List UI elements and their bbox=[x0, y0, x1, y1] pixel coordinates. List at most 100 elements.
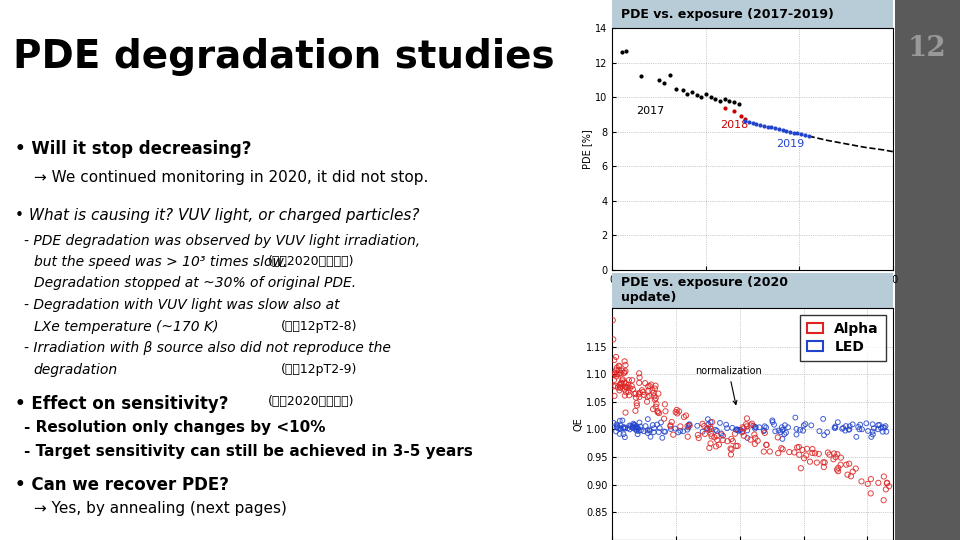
Point bbox=[611, 383, 626, 392]
Point bbox=[632, 418, 647, 427]
Point bbox=[782, 127, 798, 136]
Point bbox=[708, 94, 723, 103]
Point bbox=[658, 407, 673, 416]
Point bbox=[636, 427, 651, 435]
Point bbox=[839, 461, 854, 469]
Point bbox=[746, 421, 761, 430]
Point bbox=[680, 433, 695, 441]
Point bbox=[625, 424, 640, 433]
Point bbox=[707, 433, 722, 442]
Point bbox=[789, 430, 804, 439]
Point bbox=[797, 454, 812, 463]
Point bbox=[612, 381, 627, 389]
Text: PDE vs. exposure (2020
update): PDE vs. exposure (2020 update) bbox=[621, 276, 788, 304]
Point bbox=[617, 368, 633, 377]
Point bbox=[756, 447, 772, 456]
Point bbox=[615, 423, 631, 431]
Point bbox=[747, 424, 762, 433]
Point bbox=[702, 426, 717, 434]
Point bbox=[703, 423, 718, 431]
Point bbox=[681, 421, 696, 429]
Point bbox=[615, 430, 631, 438]
Point bbox=[643, 380, 659, 389]
Point bbox=[610, 421, 625, 430]
Point bbox=[679, 411, 694, 420]
Point bbox=[714, 430, 730, 438]
Point bbox=[804, 445, 820, 454]
Point bbox=[791, 443, 806, 451]
Point bbox=[748, 434, 763, 442]
Point bbox=[655, 434, 670, 442]
Point bbox=[612, 366, 627, 374]
Point bbox=[662, 70, 678, 79]
Point bbox=[833, 461, 849, 469]
Point bbox=[770, 433, 785, 442]
Point bbox=[792, 450, 807, 459]
Point bbox=[621, 381, 636, 389]
Point bbox=[618, 408, 634, 417]
Point bbox=[779, 126, 794, 135]
Point bbox=[633, 72, 648, 81]
Point bbox=[652, 424, 667, 433]
Point bbox=[651, 389, 666, 398]
Point bbox=[607, 356, 622, 364]
Point bbox=[739, 414, 755, 423]
Point bbox=[693, 93, 708, 102]
Text: (小】2020年次大会): (小】2020年次大会) bbox=[268, 395, 355, 408]
Point bbox=[617, 424, 633, 433]
Text: 12: 12 bbox=[908, 35, 947, 62]
Point bbox=[610, 370, 625, 379]
Point bbox=[834, 424, 850, 433]
Point bbox=[876, 423, 892, 432]
Point bbox=[695, 420, 710, 428]
Point bbox=[612, 429, 628, 438]
Point bbox=[838, 422, 853, 430]
Point bbox=[636, 391, 652, 400]
Point bbox=[662, 422, 678, 431]
Text: (吉田12pT2-9): (吉田12pT2-9) bbox=[280, 363, 357, 376]
Point bbox=[629, 423, 644, 432]
Point bbox=[795, 446, 810, 454]
Point bbox=[630, 424, 645, 433]
Point bbox=[736, 431, 752, 440]
Point bbox=[743, 435, 758, 444]
Point bbox=[811, 450, 827, 458]
Point bbox=[793, 464, 808, 472]
Point bbox=[804, 449, 820, 457]
Point bbox=[871, 478, 886, 487]
Point bbox=[652, 76, 667, 84]
Point bbox=[628, 389, 643, 398]
Point bbox=[667, 424, 683, 433]
Point bbox=[730, 426, 745, 434]
Point bbox=[620, 424, 636, 433]
Text: → We continued monitoring in 2020, it did not stop.: → We continued monitoring in 2020, it di… bbox=[34, 170, 428, 185]
Point bbox=[765, 418, 780, 427]
Point bbox=[648, 381, 663, 390]
Point bbox=[642, 382, 658, 390]
Point bbox=[815, 415, 830, 423]
Point bbox=[799, 451, 814, 460]
Point bbox=[607, 376, 622, 384]
Point bbox=[640, 382, 656, 391]
Point bbox=[619, 383, 635, 392]
Point bbox=[756, 427, 771, 435]
Point bbox=[612, 425, 628, 434]
Point bbox=[728, 429, 743, 438]
Point bbox=[845, 420, 860, 429]
Point bbox=[645, 421, 660, 429]
Point bbox=[864, 433, 879, 441]
Text: - PDE degradation was observed by VUV light irradiation,: - PDE degradation was observed by VUV li… bbox=[24, 234, 420, 248]
Point bbox=[681, 423, 696, 432]
Text: PDE vs. exposure (2017-2019): PDE vs. exposure (2017-2019) bbox=[621, 8, 834, 21]
Point bbox=[682, 420, 697, 429]
Point bbox=[680, 422, 695, 430]
Point bbox=[617, 382, 633, 391]
Point bbox=[757, 429, 773, 437]
Point bbox=[715, 431, 731, 440]
Point bbox=[645, 386, 660, 395]
Point bbox=[737, 114, 753, 123]
Point bbox=[757, 422, 773, 430]
Point bbox=[643, 433, 659, 441]
Point bbox=[842, 422, 857, 430]
Point bbox=[668, 408, 684, 416]
